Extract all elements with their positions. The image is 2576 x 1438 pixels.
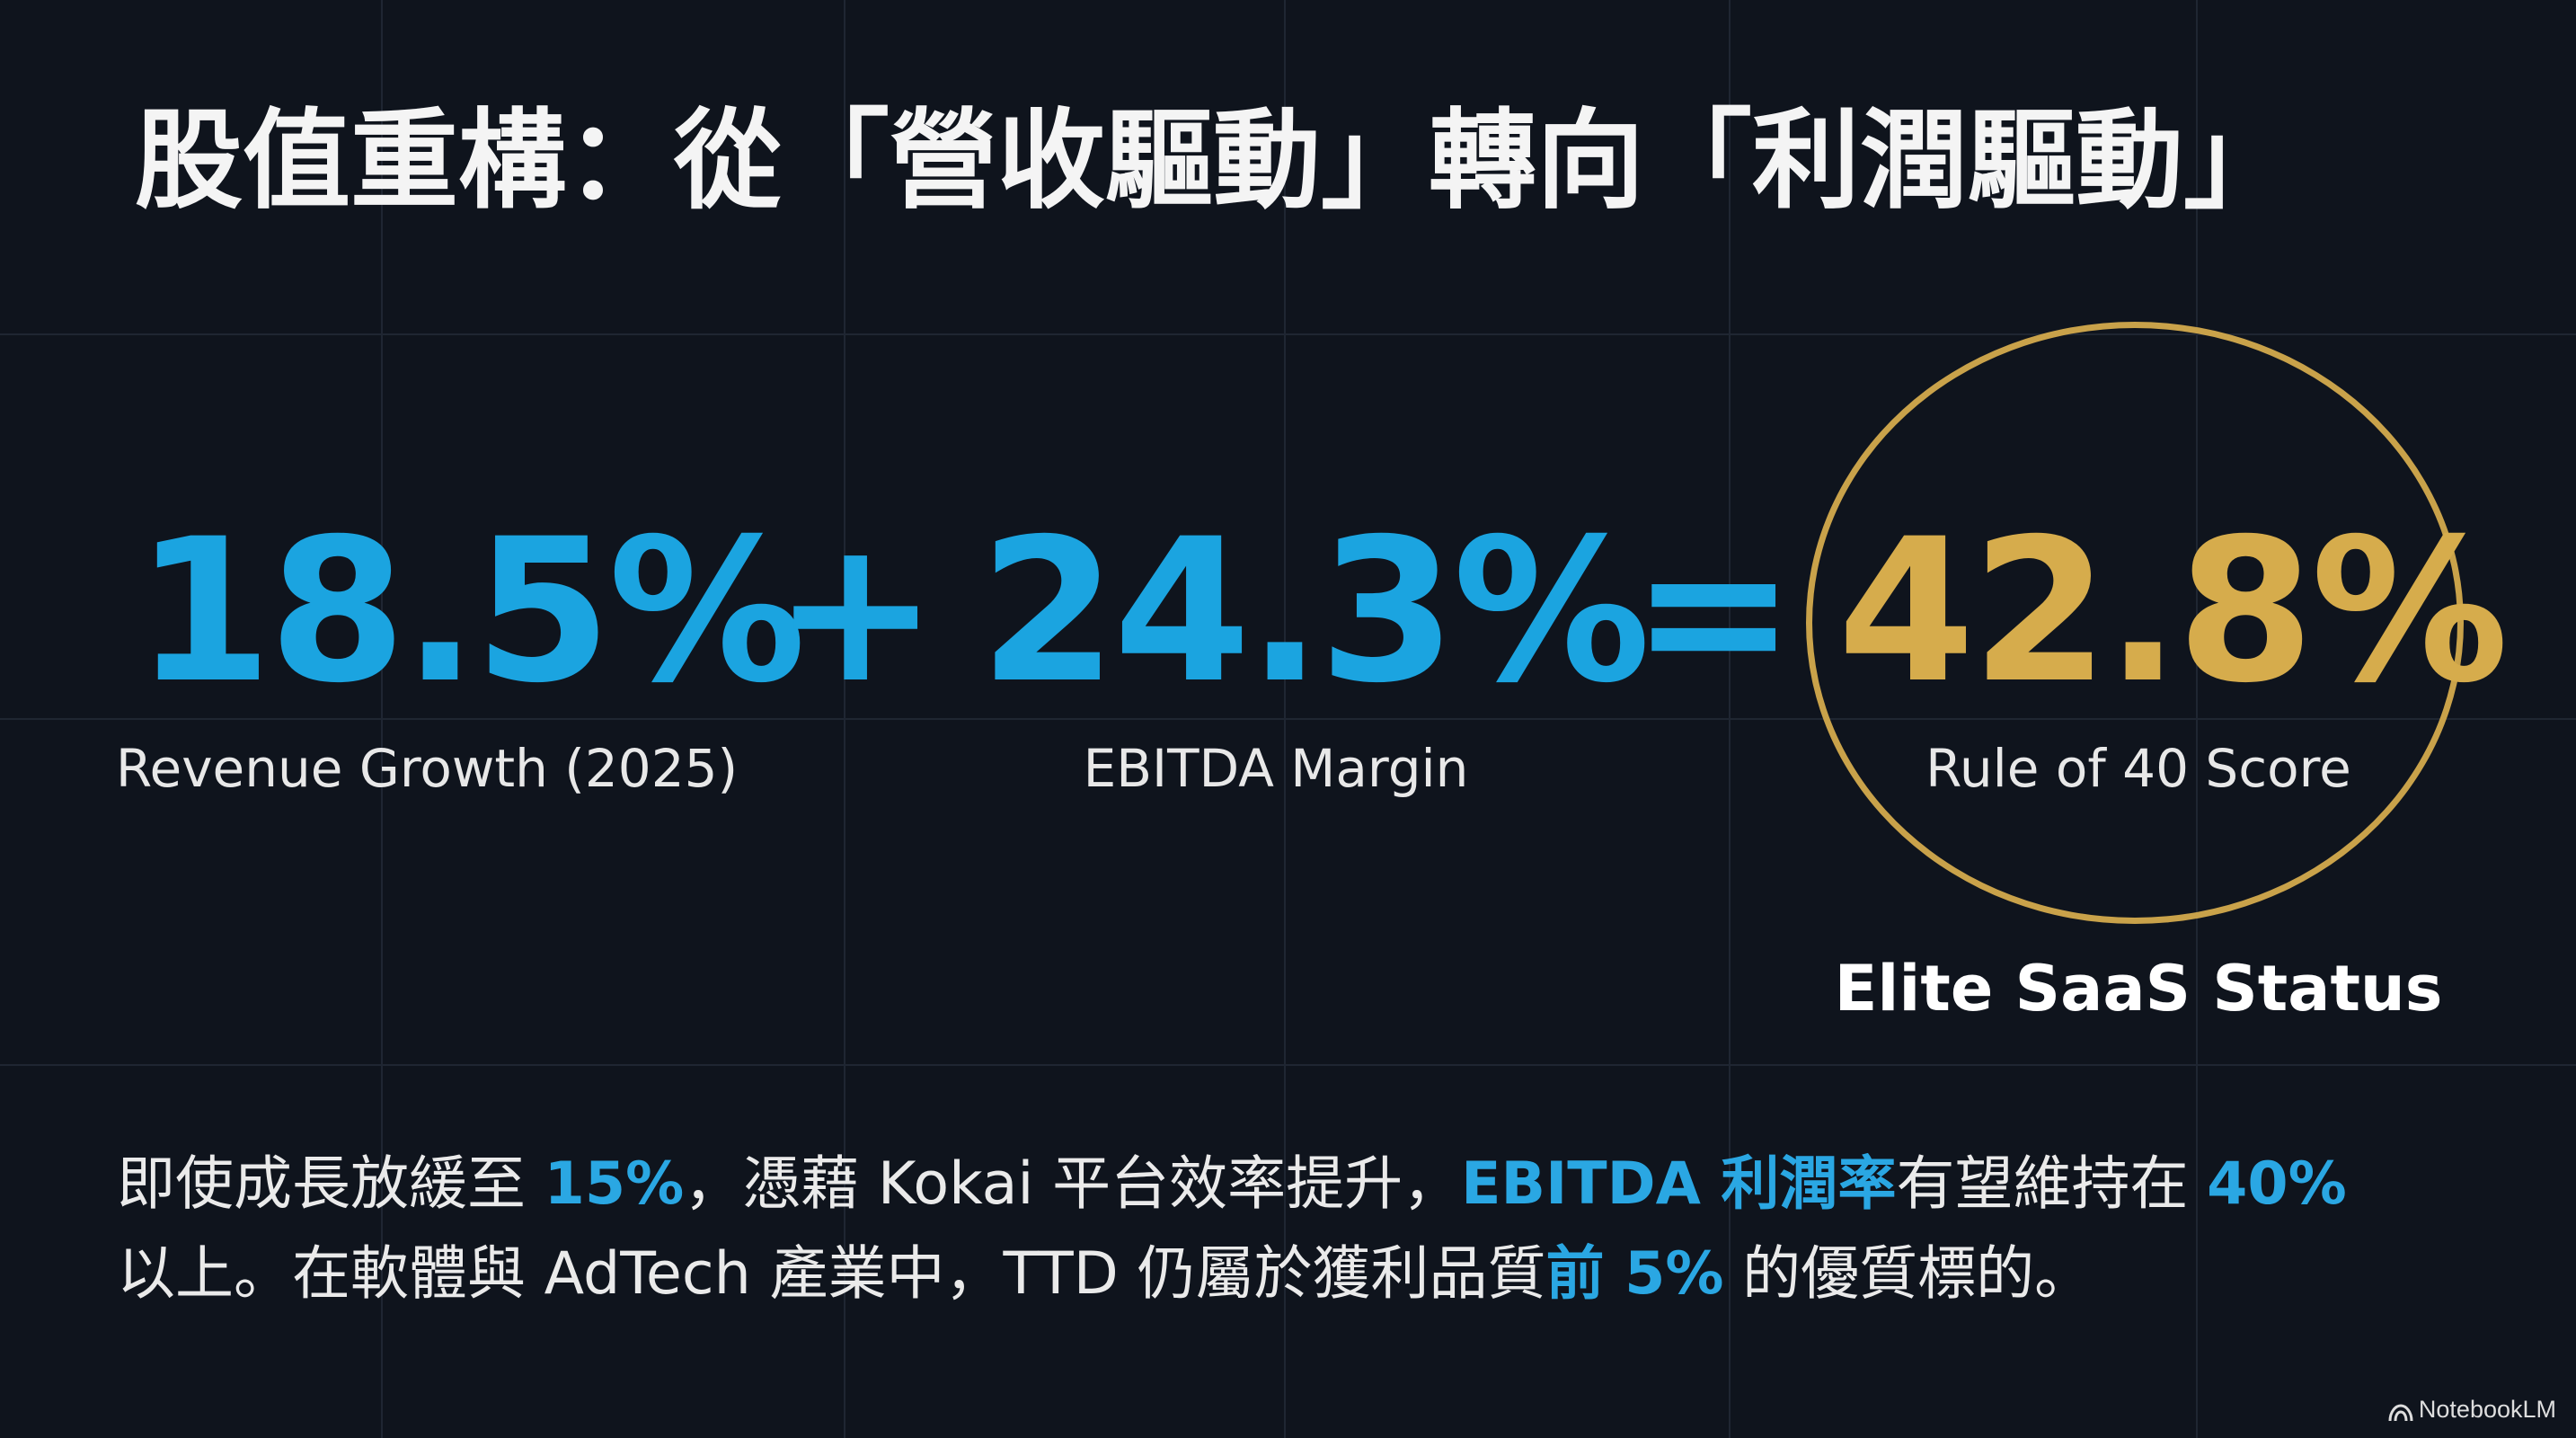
summary-highlight-margin: 40% (2207, 1150, 2347, 1218)
summary-text-5: 的優質標的。 (1723, 1240, 2094, 1308)
watermark-text: NotebookLM (2418, 1396, 2556, 1423)
rule-of-40-value: 42.8% (1837, 496, 2509, 726)
notebooklm-watermark: NotebookLM (2388, 1393, 2556, 1425)
plus-sign: + (773, 496, 939, 726)
ebitda-margin-label: EBITDA Margin (1083, 738, 1469, 799)
summary-highlight-rank: 前 5% (1545, 1240, 1724, 1308)
ebitda-margin-value: 24.3% (979, 496, 1651, 726)
summary-text-2: ，憑藉 Kokai 平台效率提升， (684, 1150, 1462, 1218)
rule-of-40-label: Rule of 40 Score (1925, 738, 2351, 799)
equals-sign: = (1631, 496, 1797, 726)
notebooklm-logo-icon (2388, 1404, 2413, 1422)
score-highlight-ring (1806, 322, 2464, 924)
summary-paragraph: 即使成長放緩至 15%，憑藉 Kokai 平台效率提升，EBITDA 利潤率有望… (117, 1140, 2471, 1319)
summary-text-3: 有望維持在 (1896, 1150, 2208, 1218)
summary-text-1: 即使成長放緩至 (117, 1150, 544, 1218)
summary-text-4: 以上。在軟體與 AdTech 產業中，TTD 仍屬於獲利品質 (117, 1240, 1546, 1308)
summary-highlight-growth: 15% (544, 1150, 685, 1218)
summary-highlight-ebitda: EBITDA 利潤率 (1461, 1150, 1897, 1218)
revenue-growth-value: 18.5% (135, 496, 806, 726)
elite-status-badge: Elite SaaS Status (1834, 952, 2443, 1025)
revenue-growth-label: Revenue Growth (2025) (115, 738, 739, 799)
page-title: 股值重構：從「營收驅動」轉向「利潤驅動」 (135, 99, 2291, 224)
